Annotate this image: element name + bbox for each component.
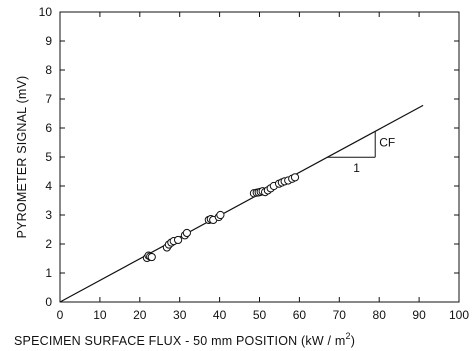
y-tick-label: 5 <box>45 150 52 164</box>
y-tick-label: 10 <box>39 5 53 19</box>
fit-line <box>59 104 424 303</box>
slope-triangle <box>327 131 376 158</box>
x-tick-label: 80 <box>373 308 387 322</box>
y-tick-labels: 0 1 2 3 4 5 6 7 8 9 10 <box>39 5 53 309</box>
x-tick-label: 90 <box>412 308 426 322</box>
x-tick-labels: 0 10 20 30 40 50 60 70 80 90 100 <box>57 308 470 322</box>
y-axis-label: PYROMETER SIGNAL (mV) <box>15 76 29 239</box>
y-tick-label: 6 <box>45 121 52 135</box>
y-tick-label: 9 <box>45 34 52 48</box>
slope-label-cf: CF <box>379 135 395 149</box>
data-point <box>216 210 225 220</box>
y-tick-label: 4 <box>45 179 52 193</box>
y-tick-label: 0 <box>45 295 52 309</box>
x-tick-label: 30 <box>173 308 187 322</box>
y-tick-label: 8 <box>45 63 52 77</box>
x-axis-label: SPECIMEN SURFACE FLUX - 50 mm POSITION (… <box>14 331 355 348</box>
x-tick-label: 40 <box>213 308 227 322</box>
y-tick-label: 3 <box>45 208 52 222</box>
data-point <box>182 228 191 238</box>
y-tick-label: 1 <box>45 266 52 280</box>
x-tick-label: 100 <box>449 308 469 322</box>
x-tick-label: 20 <box>133 308 147 322</box>
x-tick-label: 60 <box>293 308 307 322</box>
x-tick-label: 10 <box>93 308 107 322</box>
axis-ticks <box>59 11 460 303</box>
y-tick-label: 2 <box>45 237 52 251</box>
x-axis-label-suffix: ) <box>351 334 355 348</box>
slope-label-run: 1 <box>353 161 360 175</box>
x-axis-label-main: SPECIMEN SURFACE FLUX - 50 mm POSITION (… <box>14 334 345 348</box>
x-tick-label: 0 <box>57 308 64 322</box>
x-axis-label-superscript: 2 <box>345 331 350 341</box>
data-point <box>290 173 300 182</box>
x-tick-label: 70 <box>333 308 347 322</box>
x-tick-label: 50 <box>253 308 267 322</box>
data-point <box>174 235 183 245</box>
data-points <box>142 173 300 263</box>
data-point <box>147 252 156 262</box>
plot-frame <box>59 11 460 303</box>
y-tick-label: 7 <box>45 92 52 106</box>
